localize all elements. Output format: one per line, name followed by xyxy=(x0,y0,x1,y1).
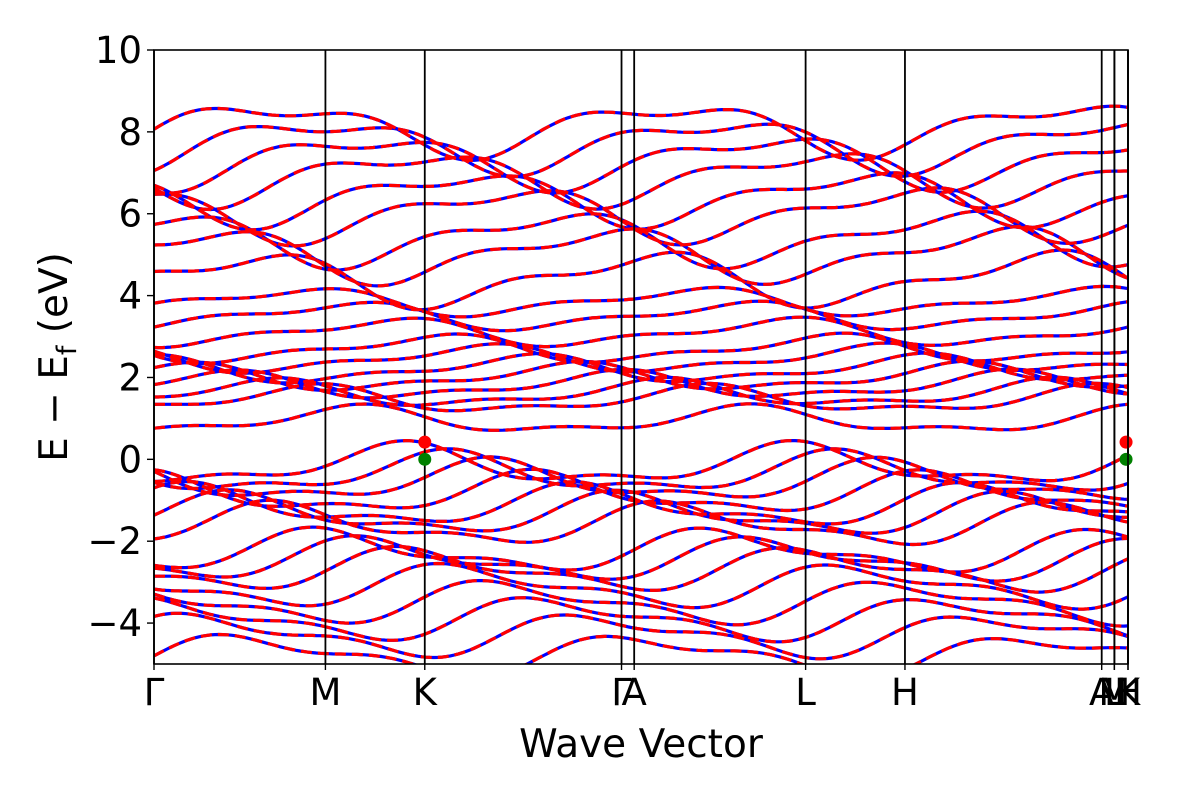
spin-down-band-33 xyxy=(154,122,1128,179)
x-tick-label-0: Γ xyxy=(144,671,165,714)
spin-down-band-6 xyxy=(154,534,1128,583)
spin-down-band-16 xyxy=(154,381,1128,413)
x-tick-label-9: M xyxy=(1098,671,1130,714)
y-tick-label-3: 2 xyxy=(118,356,142,399)
y-tick-label-2: 0 xyxy=(118,438,142,481)
y-tick-label-0: −4 xyxy=(87,602,142,645)
y-axis-title: E − Ef (eV) xyxy=(32,252,83,462)
x-tick-label-6: H xyxy=(891,671,919,714)
spin-down-band-23 xyxy=(154,315,1128,350)
spin-down-band-13 xyxy=(154,447,1128,492)
x-tick-label-8: L xyxy=(1104,671,1125,714)
band-extrema-markers xyxy=(418,435,1133,466)
plot-frame xyxy=(153,49,1129,665)
y-axis-ticks: −4 −2 0 2 4 6 8 10 xyxy=(87,29,154,645)
y-tick-label-7: 10 xyxy=(95,29,142,72)
spin-down-band-31 xyxy=(154,152,1128,212)
spin-down-band-14 xyxy=(154,438,1128,484)
spin-down-band-1 xyxy=(154,611,1128,661)
spin-down-band-7 xyxy=(154,525,1128,574)
spin-down-band-29 xyxy=(154,186,1128,248)
spin-down-band-17 xyxy=(154,375,1128,407)
vbm-marker-3 xyxy=(1119,452,1133,466)
spin-down-band-30 xyxy=(154,171,1128,232)
spin-down-band-32 xyxy=(154,137,1128,195)
spin-down-band-8 xyxy=(154,498,1128,547)
cbm-marker-0 xyxy=(418,435,432,449)
spin-down-band-20 xyxy=(154,351,1128,385)
spin-down-band-24 xyxy=(154,299,1128,333)
spin-down-band-9 xyxy=(154,488,1128,535)
x-tick-label-7: A xyxy=(1089,671,1114,714)
x-tick-label-3: Γ xyxy=(611,671,632,714)
x-tick-label-2: K xyxy=(413,671,439,714)
spin-down-band-22 xyxy=(154,331,1128,366)
y-tick-label-1: −2 xyxy=(87,520,142,563)
spin-down-band-2 xyxy=(154,596,1128,644)
spin-down-band-15 xyxy=(154,402,1128,432)
spin-down-band-3 xyxy=(154,579,1128,628)
bands-layer xyxy=(154,104,1128,664)
spin-down-band-0 xyxy=(154,632,1128,664)
spin-down-band-34 xyxy=(154,104,1128,163)
vbm-marker-1 xyxy=(418,452,432,466)
cbm-marker-2 xyxy=(1119,435,1133,449)
y-tick-label-6: 8 xyxy=(118,111,142,154)
spin-down-band-25 xyxy=(154,284,1128,319)
spin-down-band-26 xyxy=(154,248,1128,312)
x-tick-label-1: M xyxy=(309,671,341,714)
spin-down-band-11 xyxy=(154,467,1128,513)
x-tick-label-4: A xyxy=(622,671,647,714)
x-tick-label-5: L xyxy=(795,671,816,714)
y-tick-label-5: 6 xyxy=(118,193,142,236)
x-tick-label-11: K xyxy=(1116,671,1142,714)
x-axis-title: Wave Vector xyxy=(519,722,764,767)
x-tick-label-10: H xyxy=(1114,671,1142,714)
spin-down-band-4 xyxy=(154,561,1128,611)
y-tick-label-4: 4 xyxy=(118,275,142,318)
